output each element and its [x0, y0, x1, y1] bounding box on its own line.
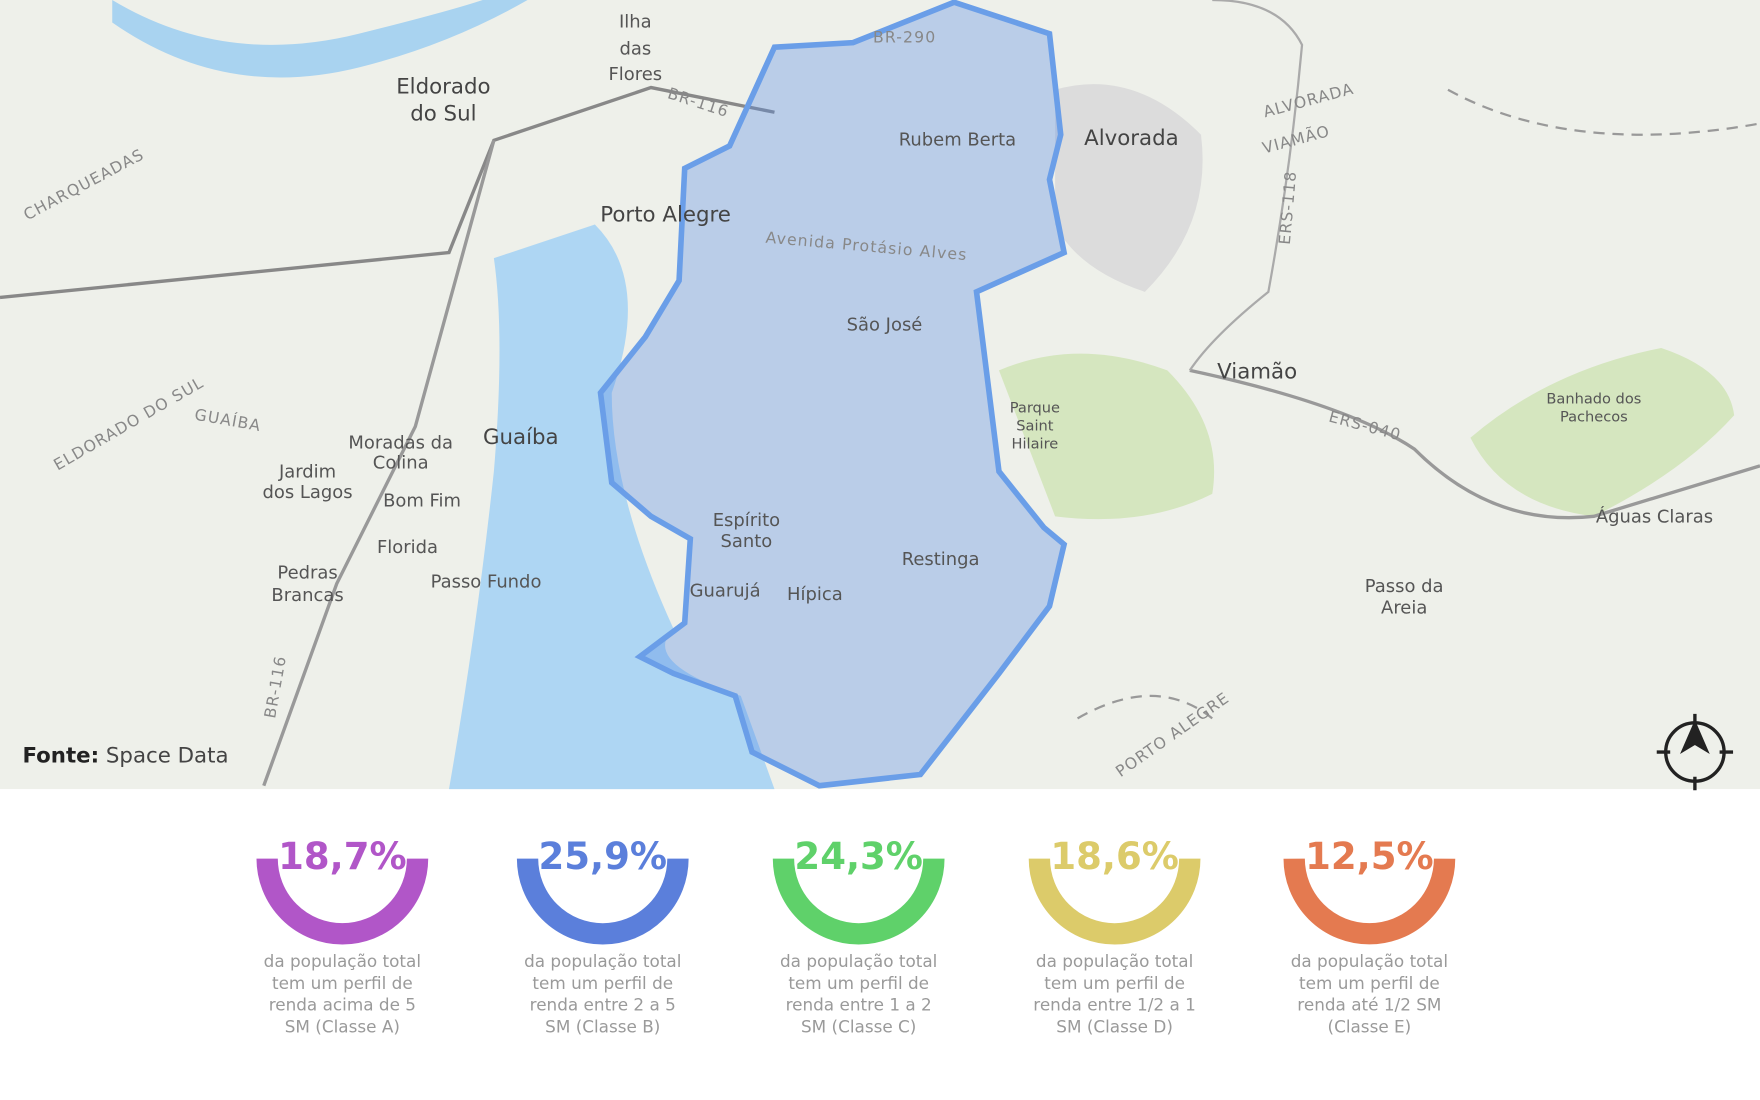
- source-label: Fonte:: [22, 744, 99, 769]
- stat-description: da população total: [1291, 951, 1448, 971]
- place-label: Rubem Berta: [899, 129, 1016, 150]
- place-label: Porto Alegre: [600, 203, 731, 228]
- stat-description: tem um perfil de: [532, 973, 673, 993]
- map: Ilha das Flores Eldorado do Sul BR-290 B…: [0, 0, 1760, 791]
- place-label: Jardim: [278, 462, 336, 483]
- place-label: Banhado dos: [1546, 391, 1641, 408]
- stat-description: tem um perfil de: [788, 973, 929, 993]
- boundary: [1076, 88, 1760, 720]
- half-ring: [1283, 858, 1456, 945]
- place-label: Moradas da: [348, 432, 453, 453]
- place-label: Restinga: [902, 549, 980, 570]
- stat-description: renda entre 1/2 a 1: [1033, 995, 1196, 1015]
- place-label: Areia: [1381, 597, 1427, 618]
- place-label: Pedras: [277, 563, 337, 584]
- half-ring: [516, 858, 689, 945]
- stat-description: da população total: [1036, 951, 1193, 971]
- map-background: [0, 0, 1760, 790]
- park: [1470, 347, 1735, 517]
- stat-description: tem um perfil de: [1044, 973, 1185, 993]
- place-label: Colina: [373, 453, 429, 474]
- place-label: Guarujá: [690, 581, 761, 602]
- place-label: dos Lagos: [262, 482, 352, 503]
- place-label: Pachecos: [1560, 409, 1628, 426]
- place-label: Florida: [377, 537, 438, 558]
- river: [112, 0, 528, 78]
- stat-description: renda entre 2 a 5: [530, 995, 676, 1015]
- stat-description: tem um perfil de: [1299, 973, 1440, 993]
- stat-description: tem um perfil de: [272, 973, 413, 993]
- half-ring: [772, 858, 945, 945]
- place-label: Santo: [721, 531, 773, 552]
- stat-value: 24,3%: [794, 835, 922, 878]
- stat-value: 25,9%: [539, 835, 667, 878]
- place-label: Flores: [608, 64, 662, 85]
- compass[interactable]: [1656, 713, 1734, 791]
- road: [1189, 368, 1760, 520]
- stat-description: renda entre 1 a 2: [786, 995, 932, 1015]
- place-label: Saint: [1016, 418, 1053, 435]
- place-label: Passo Fundo: [431, 572, 542, 593]
- place-label: Hípica: [787, 584, 843, 605]
- place-label: Brancas: [271, 585, 343, 606]
- place-label: Bom Fim: [383, 491, 461, 512]
- road: [1188, 0, 1304, 372]
- urban-area: [1055, 84, 1203, 292]
- place-label: do Sul: [410, 101, 476, 126]
- stat-value: 18,6%: [1050, 835, 1178, 878]
- study-area: [597, 0, 1068, 789]
- place-label: Alvorada: [1084, 126, 1179, 151]
- lake: [448, 224, 775, 790]
- park: [998, 353, 1215, 520]
- stat-description: SM (Classe C): [801, 1017, 916, 1037]
- place-label: Espírito: [713, 510, 780, 531]
- source-text: Space Data: [106, 744, 229, 769]
- source: Fonte: Space Data: [22, 744, 228, 769]
- stat-description: SM (Classe D): [1056, 1017, 1173, 1037]
- stat-description: SM (Classe A): [285, 1017, 400, 1037]
- stat-value: 18,7%: [278, 835, 406, 878]
- place-label: Ilha: [619, 11, 652, 32]
- half-ring: [1028, 858, 1201, 945]
- road-label: BR-290: [873, 28, 936, 47]
- place-label: Passo da: [1365, 576, 1444, 597]
- stat-value: 12,5%: [1305, 835, 1433, 878]
- place-label: Viamão: [1217, 360, 1297, 385]
- stat-description: renda acima de 5: [269, 995, 416, 1015]
- place-label: Hilaire: [1012, 435, 1059, 452]
- road: [262, 139, 496, 787]
- stat-description: (Classe E): [1328, 1017, 1412, 1037]
- place-label: Guaíba: [483, 425, 559, 450]
- place-label: Parque: [1010, 400, 1060, 417]
- stat-description: da população total: [524, 951, 681, 971]
- half-ring: [256, 858, 429, 945]
- stat-description: renda até 1/2 SM: [1297, 995, 1441, 1015]
- place-label: das: [619, 38, 651, 59]
- place-label: Eldorado: [396, 75, 490, 100]
- place-label: Águas Claras: [1596, 505, 1713, 527]
- stat-description: da população total: [264, 951, 421, 971]
- stat-description: SM (Classe B): [545, 1017, 660, 1037]
- stat-description: da população total: [780, 951, 937, 971]
- place-label: São José: [847, 315, 923, 336]
